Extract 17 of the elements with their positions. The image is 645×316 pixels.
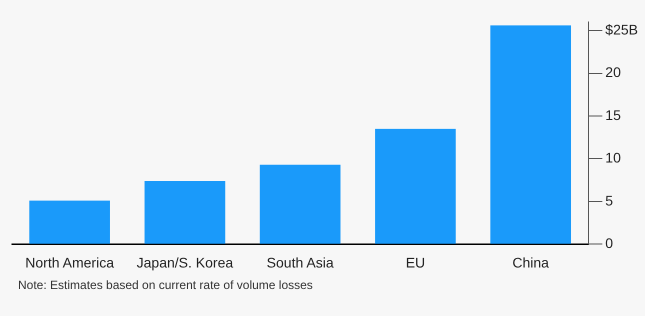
bar xyxy=(260,164,340,244)
y-tick-label: 20 xyxy=(605,64,622,80)
bar xyxy=(29,200,110,244)
bar xyxy=(144,180,226,244)
text: Note: Estimates based on current rate of volume losses xyxy=(18,278,313,293)
x-tick-label: South Asia xyxy=(266,254,334,270)
bar xyxy=(375,128,456,244)
x-tick-label: North America xyxy=(25,254,114,270)
x-tick-label: Japan/S. Korea xyxy=(136,254,234,270)
y-tick-label: 10 xyxy=(605,150,622,166)
y-tick-label: 5 xyxy=(605,192,614,208)
y-tick-label: 15 xyxy=(605,106,622,123)
bar xyxy=(490,25,572,244)
y-tick-label: 0 xyxy=(605,235,614,252)
y-tick-label: $25B xyxy=(605,21,638,38)
x-tick-label: China xyxy=(512,254,550,270)
x-tick-label: EU xyxy=(406,254,426,270)
